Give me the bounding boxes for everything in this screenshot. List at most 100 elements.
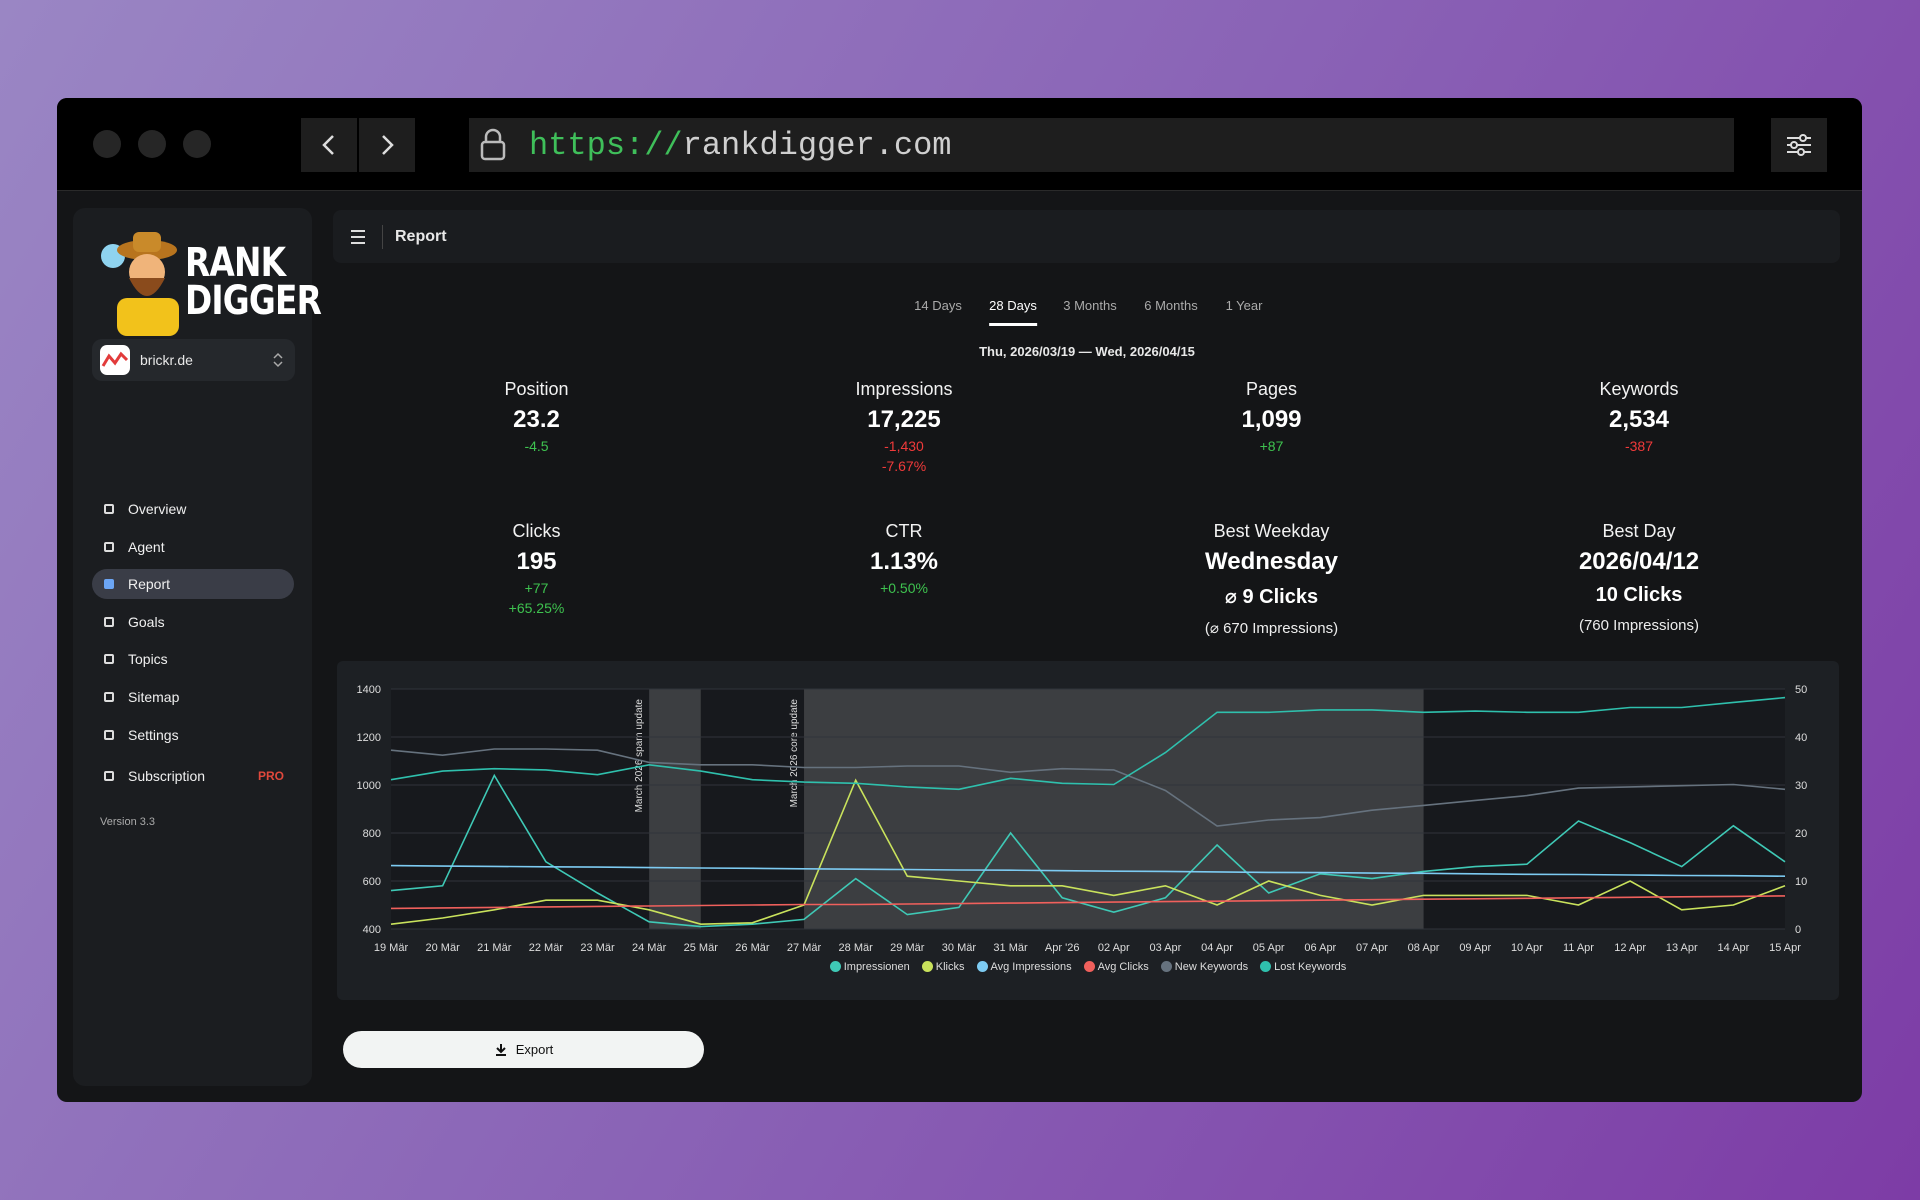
y2-tick-label: 40: [1795, 732, 1807, 744]
x-tick-label: 22 Mär: [529, 942, 564, 954]
site-favicon: [100, 345, 130, 375]
stat-detail: -1,430: [884, 438, 924, 454]
x-tick-label: 09 Apr: [1459, 942, 1491, 954]
range-tab[interactable]: 14 Days: [914, 298, 962, 313]
forward-icon: [382, 135, 394, 155]
nav-label: Goals: [128, 613, 165, 630]
nav-icon: [104, 541, 114, 552]
x-tick-label: Apr '26: [1045, 942, 1080, 954]
browser-window: https://rankdigger.com RANK DIGGER brickr…: [57, 98, 1862, 1102]
nav-item[interactable]: Overview: [92, 494, 294, 524]
back-icon: [322, 135, 334, 155]
legend-item[interactable]: Avg Impressions: [976, 961, 1072, 973]
stat-card: Pages 1,099 +87: [1088, 379, 1455, 454]
y2-tick-label: 30: [1795, 780, 1807, 792]
x-tick-label: 12 Apr: [1614, 942, 1646, 954]
legend-item[interactable]: Impressionen: [829, 961, 910, 973]
site-selector[interactable]: brickr.de: [92, 339, 295, 381]
x-tick-label: 04 Apr: [1201, 942, 1233, 954]
chevron-icon: [273, 352, 283, 368]
stat-card: CTR 1.13% +0.50%: [721, 521, 1088, 596]
stat-card: Keywords 2,534 -387: [1456, 379, 1823, 454]
legend-item[interactable]: New Keywords: [1160, 961, 1248, 973]
stat-detail: -7.67%: [881, 458, 927, 474]
x-tick-label: 19 Mär: [374, 942, 409, 954]
annotation-label: March 2026 spam update: [634, 699, 645, 813]
brand-line: RANK: [185, 240, 286, 286]
nav-item[interactable]: Topics: [92, 644, 294, 674]
stat-detail: 10 Clicks: [1595, 584, 1683, 606]
stat-value: 23.2: [513, 406, 560, 433]
range-tab[interactable]: 6 Months: [1144, 298, 1198, 313]
stat-detail: -4.5: [524, 438, 549, 454]
x-tick-label: 15 Apr: [1769, 942, 1801, 954]
legend-label: Impressionen: [843, 961, 910, 973]
nav-item[interactable]: Sitemap: [92, 682, 294, 712]
forward-button[interactable]: [359, 118, 415, 172]
chart: March 2026 spam update March 2026 core up…: [357, 684, 1808, 954]
series-line: [390, 864, 1786, 877]
y-tick-label: 1400: [357, 684, 381, 696]
window-zoom[interactable]: [183, 130, 211, 158]
range-tab[interactable]: 3 Months: [1063, 298, 1117, 313]
x-tick-label: 30 Mär: [942, 942, 977, 954]
nav-icon: [104, 692, 114, 702]
address-bar[interactable]: https://rankdigger.com: [469, 118, 1734, 172]
x-tick-label: 24 Mär: [632, 942, 667, 954]
lock-icon: [480, 128, 506, 161]
y2-tick-label: 50: [1795, 684, 1807, 696]
subscription-link[interactable]: Subscription PRO: [92, 761, 294, 791]
legend-swatch: [829, 961, 841, 972]
stat-detail: ⌀ 9 Clicks: [1224, 586, 1319, 608]
nav-item[interactable]: Report: [92, 569, 294, 600]
series-line: [390, 696, 1786, 791]
stat-card: Clicks 195 +77 +65.25%: [353, 521, 720, 616]
settings-button[interactable]: [1771, 118, 1827, 172]
x-tick-label: 23 Mär: [580, 942, 615, 954]
nav-item[interactable]: Settings: [92, 720, 294, 750]
nav-label: Report: [128, 576, 171, 593]
nav-item[interactable]: Agent: [92, 532, 294, 562]
nav-icon: [104, 654, 114, 665]
x-tick-label: 29 Mär: [890, 942, 925, 954]
sliders-icon: [1787, 134, 1811, 156]
back-button[interactable]: [301, 118, 357, 172]
range-tab[interactable]: 1 Year: [1225, 298, 1263, 313]
x-tick-label: 07 Apr: [1356, 942, 1388, 954]
menu-icon[interactable]: [333, 222, 383, 252]
x-tick-label: 08 Apr: [1408, 942, 1440, 954]
annotation-band: [804, 689, 1424, 929]
stat-value: 2,534: [1608, 406, 1670, 433]
x-tick-label: 26 Mär: [735, 942, 770, 954]
stat-detail: +77: [524, 580, 549, 596]
stat-detail: -387: [1624, 438, 1654, 454]
stat-detail: +0.50%: [880, 580, 928, 596]
export-button[interactable]: Export: [343, 1031, 704, 1068]
x-tick-label: 31 Mär: [993, 942, 1028, 954]
legend-item[interactable]: Lost Keywords: [1260, 961, 1346, 973]
y2-tick-label: 0: [1795, 924, 1801, 936]
brand-line: DIGGER: [185, 278, 322, 324]
pro-badge: PRO: [257, 769, 284, 783]
stat-card: Best Day 2026/04/12 10 Clicks (760 Impressi…: [1456, 521, 1823, 634]
page-header: Report: [333, 210, 1840, 263]
stat-value: 2026/04/12: [1578, 548, 1700, 575]
legend-item[interactable]: Klicks: [921, 961, 965, 973]
window-minimize[interactable]: [138, 130, 166, 158]
stat-label: Best Day: [1602, 521, 1676, 541]
x-tick-label: 21 Mär: [477, 942, 512, 954]
window-close[interactable]: [93, 130, 121, 158]
nav-label: Sitemap: [128, 689, 180, 705]
y-tick-label: 1200: [357, 732, 381, 744]
range-tab[interactable]: 28 Days: [989, 298, 1037, 326]
nav-label: Topics: [128, 651, 168, 668]
export-label: Export: [515, 1042, 554, 1057]
url-host: rankdigger.com: [682, 126, 952, 164]
stat-label: Pages: [1245, 379, 1298, 399]
legend-item[interactable]: Avg Clicks: [1083, 961, 1149, 973]
nav-label: Agent: [128, 538, 165, 555]
stat-detail: +65.25%: [508, 600, 565, 616]
nav-item[interactable]: Goals: [92, 607, 294, 637]
